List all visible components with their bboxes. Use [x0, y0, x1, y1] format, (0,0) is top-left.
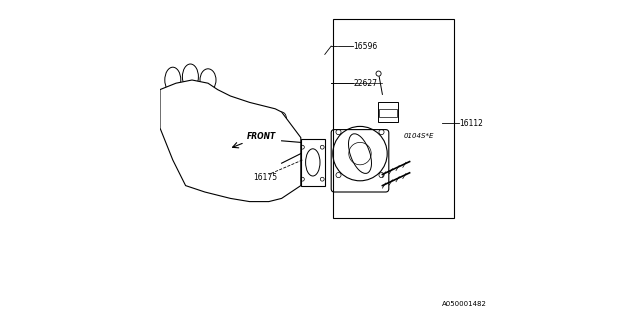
Bar	[333, 19, 454, 218]
Text: 16596: 16596	[354, 42, 378, 51]
Bar	[380, 109, 397, 117]
Text: 16175: 16175	[253, 173, 277, 182]
Bar	[378, 102, 398, 122]
Bar	[301, 139, 325, 186]
Text: FRONT: FRONT	[246, 132, 276, 141]
Text: 22627: 22627	[354, 79, 378, 88]
Polygon shape	[160, 80, 301, 202]
Text: 16112: 16112	[460, 119, 483, 128]
Text: A050001482: A050001482	[442, 301, 486, 307]
Text: 0104S*E: 0104S*E	[403, 133, 433, 139]
